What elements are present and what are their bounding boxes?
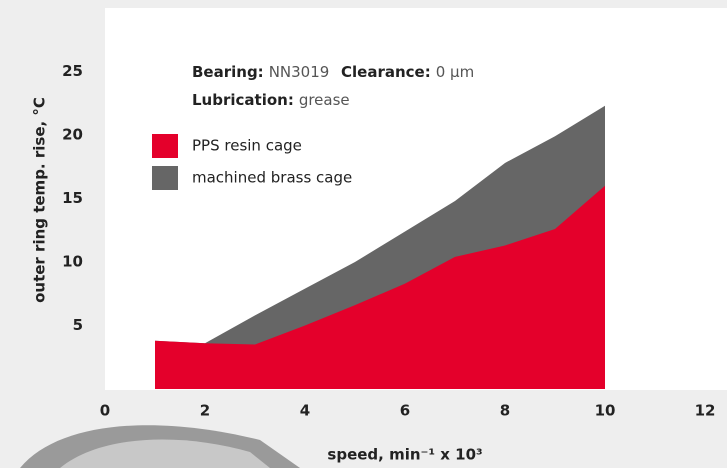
annotation-value: 0 µm — [436, 63, 474, 81]
y-tick-label: 10 — [62, 253, 83, 271]
x-tick-label: 0 — [100, 402, 110, 420]
annotation-label: Clearance: — [341, 63, 431, 81]
y-axis-label: outer ring temp. rise, °C — [31, 97, 49, 303]
area — [155, 185, 605, 389]
legend-swatch — [152, 166, 178, 190]
x-tick-label: 8 — [500, 402, 510, 420]
y-tick-label: 5 — [73, 316, 83, 334]
annotation-value: grease — [299, 91, 350, 109]
annotation: Clearance: 0 µm — [341, 63, 474, 81]
x-tick-label: 10 — [595, 402, 616, 420]
annotation: Bearing: NN3019 — [192, 63, 329, 81]
annotation-value: NN3019 — [269, 63, 330, 81]
y-tick-label: 25 — [62, 62, 83, 80]
x-tick-label: 2 — [200, 402, 210, 420]
x-tick-label: 6 — [400, 402, 410, 420]
bearing-illustration — [20, 425, 300, 468]
annotation: Lubrication: grease — [192, 91, 350, 109]
legend-label: PPS resin cage — [192, 137, 302, 155]
annotation-label: Bearing: — [192, 63, 264, 81]
annotation-label: Lubrication: — [192, 91, 294, 109]
legend-label: machined brass cage — [192, 169, 352, 187]
y-tick-label: 15 — [62, 189, 83, 207]
y-tick-label: 20 — [62, 126, 83, 144]
x-axis-label: speed, min⁻¹ x 10³ — [327, 446, 482, 464]
x-tick-label: 4 — [300, 402, 310, 420]
legend-swatch — [152, 134, 178, 158]
x-tick-label: 12 — [695, 402, 716, 420]
